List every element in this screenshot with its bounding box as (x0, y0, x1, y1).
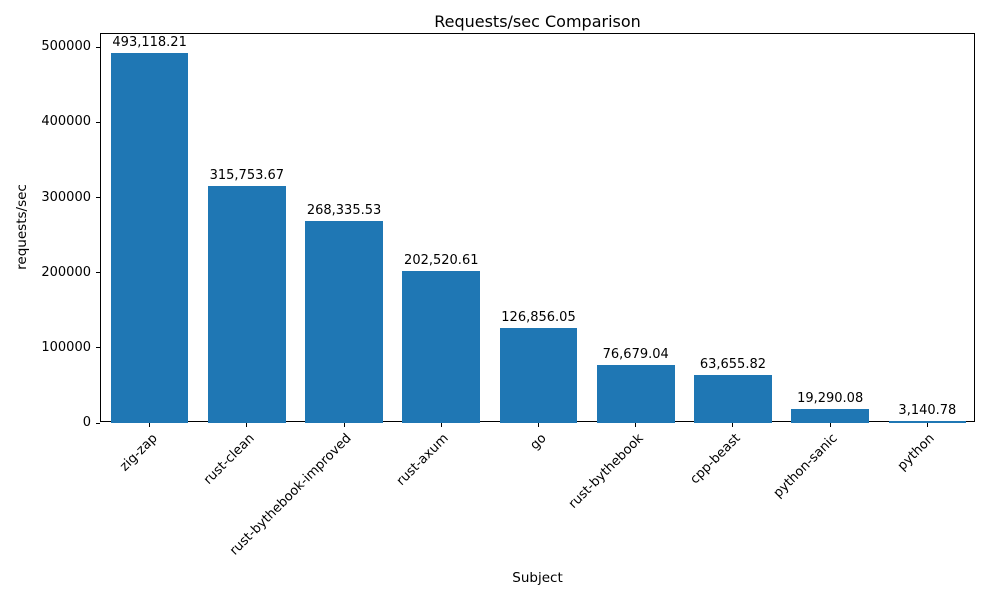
y-tick-mark (96, 272, 100, 274)
x-tick-mark (732, 423, 734, 427)
chart-title: Requests/sec Comparison (434, 12, 641, 31)
bar-value-label: 202,520.61 (404, 252, 479, 268)
plot-area: 0 100000 200000 300000 400000 500000 493,118.2… (41, 33, 975, 558)
bar (305, 221, 383, 423)
bar-value-label: 19,290.08 (797, 390, 864, 406)
bar (694, 375, 772, 423)
x-tick-mark (246, 423, 248, 427)
x-tick-mark (440, 423, 442, 427)
bar-value-label: 76,679.04 (602, 347, 669, 363)
y-tick-mark (96, 197, 100, 199)
bar (596, 365, 675, 423)
bar (499, 327, 578, 423)
x-tick-mark (635, 423, 637, 427)
bar (207, 185, 286, 423)
y-tick-label: 200000 (41, 264, 91, 280)
y-axis-label: requests/sec (14, 184, 30, 270)
x-tick-mark (343, 423, 345, 427)
y-tick-label: 0 (82, 415, 91, 430)
x-axis-label: Subject (512, 570, 563, 586)
bar-value-label: 493,118.21 (112, 34, 187, 50)
x-tick-mark (149, 423, 151, 427)
bar (888, 420, 967, 423)
x-tick-mark (538, 423, 539, 427)
y-tick-mark (96, 422, 100, 424)
bar (110, 52, 189, 423)
y-tick-label: 100000 (41, 339, 91, 355)
y-tick-mark (96, 46, 100, 48)
bar-value-label: 315,753.67 (209, 167, 285, 183)
bar (402, 270, 481, 423)
y-tick-mark (96, 121, 100, 123)
y-tick-label: 300000 (41, 189, 91, 205)
x-tick-mark (829, 423, 831, 427)
y-tick-label: 400000 (41, 114, 91, 130)
y-tick-mark (96, 347, 100, 349)
bar-value-label: 268,335.53 (306, 203, 382, 219)
x-tick-mark (926, 423, 928, 427)
bar (791, 408, 870, 423)
bar-value-label: 63,655.82 (699, 357, 767, 373)
bar-value-label: 126,856.05 (501, 309, 576, 325)
y-tick-label: 500000 (41, 39, 91, 55)
bar-value-label: 3,140.78 (898, 402, 957, 418)
